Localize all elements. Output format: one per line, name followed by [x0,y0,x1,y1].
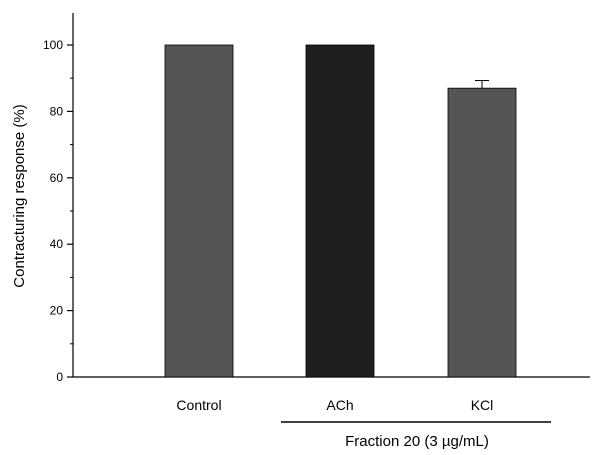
y-tick-label: 80 [50,104,64,118]
y-tick-label: 100 [43,38,63,52]
y-tick-label: 60 [50,171,64,185]
x-category-label: Control [176,397,221,413]
bar [447,87,517,378]
y-axis-title: Contracturing response (%) [11,104,28,287]
x-axis-labels: Control ACh KCl [176,397,493,413]
y-tick-label: 40 [50,237,64,251]
group-label: Fraction 20 (3 µg/mL) [345,433,489,450]
y-tick-label: 20 [50,304,64,318]
x-category-label: ACh [326,397,353,413]
bars-group [164,44,517,378]
x-category-label: KCl [471,397,494,413]
y-axis-ticks: 0 20 40 60 80 100 [43,38,73,384]
bar [305,44,375,378]
y-tick-label: 0 [56,370,63,384]
bar [164,44,234,378]
